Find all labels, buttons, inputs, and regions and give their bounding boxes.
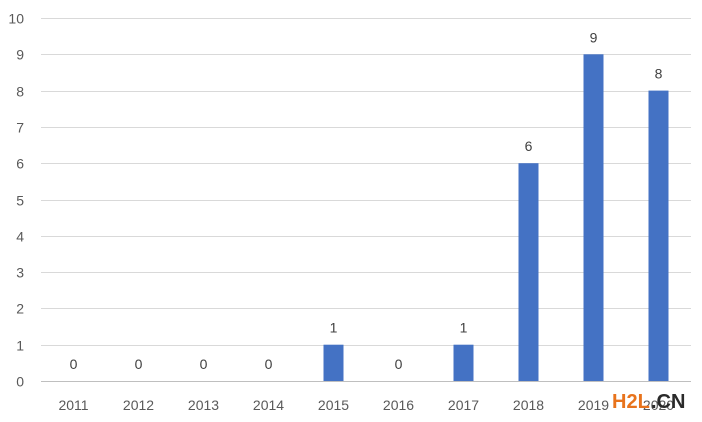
x-tick-label: 2012 <box>123 397 154 413</box>
x-tick-label: 2020 <box>643 397 674 413</box>
y-tick-label: 2 <box>16 301 24 317</box>
y-tick-label: 5 <box>16 193 24 209</box>
x-tick-label: 2014 <box>253 397 284 413</box>
x-tick-label: 2017 <box>448 397 479 413</box>
y-tick-label: 6 <box>16 156 24 172</box>
data-label: 1 <box>330 320 338 336</box>
y-tick-label: 0 <box>16 374 24 390</box>
y-tick-label: 10 <box>8 11 24 27</box>
bar <box>648 90 669 381</box>
x-tick-label: 2018 <box>513 397 544 413</box>
x-axis-ticks: 2011 2012 2013 2014 2015 2016 2017 2018 2019 2020 <box>58 397 674 413</box>
data-label: 9 <box>590 29 598 45</box>
x-tick-label: 2015 <box>318 397 349 413</box>
y-tick-label: 7 <box>16 120 24 136</box>
data-labels: 0 0 0 0 1 0 1 6 9 8 <box>70 29 663 372</box>
watermark-logo: H2L .CN <box>612 391 685 413</box>
data-label: 8 <box>655 66 663 82</box>
y-tick-label: 8 <box>16 84 24 100</box>
data-label: 1 <box>460 320 468 336</box>
data-label: 0 <box>70 356 78 372</box>
watermark-h2l: H2L <box>612 391 650 413</box>
data-label: 6 <box>525 138 533 154</box>
data-label: 0 <box>395 356 403 372</box>
data-label: 0 <box>200 356 208 372</box>
y-tick-label: 1 <box>16 338 24 354</box>
bar <box>323 344 344 381</box>
y-axis-ticks: 0 1 2 3 4 5 6 7 8 9 10 <box>8 11 24 390</box>
bars <box>323 54 669 382</box>
bar <box>453 344 474 381</box>
watermark-cn: .CN <box>651 391 685 413</box>
y-tick-label: 4 <box>16 229 24 245</box>
gridlines <box>41 18 691 346</box>
x-tick-label: 2019 <box>578 397 609 413</box>
x-tick-label: 2011 <box>58 397 88 413</box>
data-label: 0 <box>265 356 273 372</box>
data-label: 0 <box>135 356 143 372</box>
bar <box>583 54 604 382</box>
x-tick-label: 2016 <box>383 397 414 413</box>
y-tick-label: 9 <box>16 47 24 63</box>
bar <box>518 163 539 381</box>
x-tick-label: 2013 <box>188 397 219 413</box>
y-tick-label: 3 <box>16 265 24 281</box>
